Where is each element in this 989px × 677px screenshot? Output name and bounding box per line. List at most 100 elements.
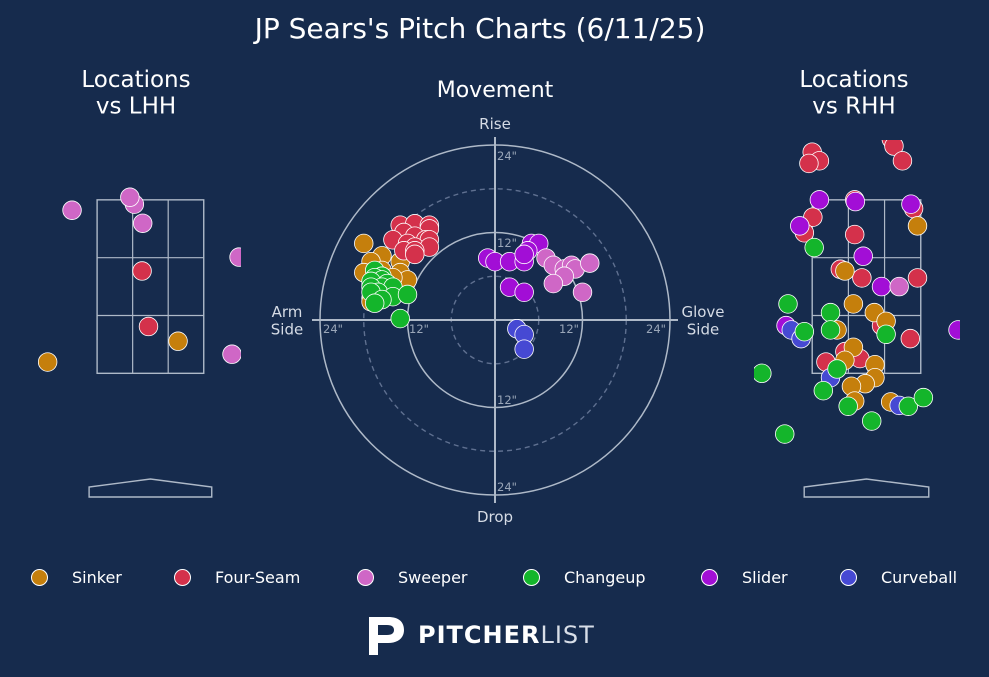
movement-point-four-seam — [405, 244, 425, 265]
movement-point-changeup — [364, 293, 385, 313]
pitcherlist-p-icon — [369, 617, 404, 655]
legend-label-four-seam: Four-Seam — [215, 567, 301, 587]
legend-item-sweeper: Sweeper — [357, 562, 468, 592]
rhh-locations-title: Locations vs RHH — [799, 67, 908, 119]
rhh-locations-point-four-seam — [845, 224, 865, 245]
lhh-locations-title: Locations vs LHH — [81, 67, 190, 119]
rhh-locations-points — [754, 117, 960, 444]
lhh-locations-point-four-seam — [132, 261, 152, 281]
lhh-locations-point-sinker — [168, 331, 188, 351]
movement-ring-label: 24" — [497, 149, 517, 163]
movement-point-curveball — [514, 339, 534, 359]
lhh-locations-point-sweeper — [120, 187, 140, 207]
movement-panel: Movement Rise Drop Arm Side Glove Side 24" 12" 12… — [271, 78, 725, 526]
lhh-locations-point-sweeper — [229, 247, 241, 267]
legend-item-sinker: Sinker — [31, 562, 122, 592]
movement-points — [354, 214, 600, 359]
rhh-locations-point-four-seam — [884, 140, 904, 156]
movement-point-sinker — [354, 233, 374, 254]
legend-label-curveball: Curveball — [881, 567, 958, 587]
brand-text-bold: PITCHER — [418, 621, 541, 649]
lhh-locations-point-sweeper — [222, 344, 241, 364]
legend-marker-four-seam — [174, 568, 191, 586]
legend-item-slider: Slider — [701, 562, 788, 592]
legend-marker-slider — [701, 568, 718, 586]
rhh-locations-point-slider — [809, 190, 830, 210]
lhh-locations-panel: Locations vs LHH — [38, 67, 241, 498]
legend-item-four-seam: Four-Seam — [174, 562, 300, 592]
rhh-locations-point-four-seam — [790, 117, 809, 136]
movement-point-slider — [514, 244, 534, 265]
rhh-locations-point-four-seam — [900, 328, 920, 349]
legend-label-changeup: Changeup — [564, 567, 646, 587]
rhh-locations-point-changeup — [827, 359, 847, 379]
lhh-locations-point-sweeper — [133, 213, 153, 233]
rhh-locations-home-plate — [803, 478, 930, 498]
rhh-locations-point-changeup — [754, 363, 772, 384]
lhh-locations-point-sinker — [38, 352, 58, 372]
legend-item-changeup: Changeup — [523, 562, 646, 592]
movement-point-changeup — [397, 284, 418, 305]
legend-label-sweeper: Sweeper — [398, 567, 468, 587]
pitcherlist-logo: PITCHERLIST — [366, 612, 595, 658]
rhh-locations-point-slider — [790, 216, 810, 236]
lhh-locations-strike-zone — [96, 199, 205, 375]
movement-point-sweeper — [543, 273, 564, 294]
rhh-locations-point-four-seam — [907, 268, 928, 288]
figure-title: JP Sears's Pitch Charts (6/11/25) — [253, 12, 706, 45]
rhh-locations-point-slider — [948, 320, 960, 340]
rhh-locations-point-changeup — [794, 321, 815, 342]
lhh-locations-points — [38, 187, 241, 372]
rhh-locations-point-slider — [845, 191, 866, 212]
legend-marker-curveball — [840, 568, 857, 586]
movement-ring-label: 24" — [323, 322, 343, 336]
rhh-locations-point-changeup — [813, 380, 834, 401]
movement-point-sweeper — [572, 282, 593, 302]
rhh-locations-point-changeup — [778, 294, 798, 314]
legend-marker-sweeper — [357, 568, 374, 586]
rhh-locations-point-changeup — [820, 320, 841, 340]
movement-point-slider — [514, 282, 534, 302]
movement-ring-label: 12" — [497, 236, 517, 250]
rhh-locations-point-slider — [853, 246, 873, 266]
rhh-locations-point-changeup — [804, 237, 824, 258]
rhh-locations-point-slider — [901, 194, 921, 214]
legend: Sinker Four-Seam Sweeper Changeup Slider… — [0, 562, 989, 592]
rhh-locations-point-sinker — [843, 294, 864, 314]
lhh-locations-point-four-seam — [138, 316, 159, 337]
rhh-locations-point-changeup — [913, 387, 934, 408]
movement-ring-label: 24" — [646, 322, 666, 336]
rhh-locations-point-changeup — [898, 396, 919, 416]
rhh-locations-point-changeup — [838, 396, 858, 416]
movement-point-changeup — [390, 308, 410, 329]
rhh-locations-panel: Locations vs RHH — [754, 67, 960, 498]
rhh-locations-point-sweeper — [889, 276, 909, 297]
movement-ring-label: 12" — [497, 393, 517, 407]
rhh-locations-point-slider — [871, 276, 892, 297]
rhh-locations-point-four-seam — [852, 268, 872, 288]
movement-axis-label-bottom: Drop — [477, 508, 513, 526]
rhh-locations-point-four-seam — [799, 153, 819, 174]
movement-axis-label-right: Glove Side — [681, 303, 724, 338]
rhh-locations-point-changeup — [876, 324, 896, 344]
rhh-locations-point-changeup — [775, 424, 795, 444]
movement-point-sweeper — [580, 253, 600, 273]
legend-marker-sinker — [31, 568, 48, 586]
rhh-locations-point-changeup — [820, 302, 841, 323]
rhh-locations-point-sinker — [835, 261, 855, 281]
rhh-locations-point-four-seam — [892, 151, 913, 171]
movement-ring-label: 12" — [559, 322, 579, 336]
rhh-locations-point-changeup — [862, 411, 882, 431]
rhh-locations-point-sinker — [907, 216, 928, 236]
legend-label-slider: Slider — [742, 567, 788, 587]
movement-axis-label-left: Arm Side — [271, 303, 303, 338]
legend-marker-changeup — [523, 568, 540, 586]
movement-ring-label: 24" — [497, 480, 517, 494]
pitcherlist-wordmark: PITCHERLIST — [418, 621, 595, 649]
movement-title: Movement — [437, 78, 554, 103]
legend-item-curveball: Curveball — [840, 562, 957, 592]
legend-label-sinker: Sinker — [72, 567, 122, 587]
lhh-locations-home-plate — [88, 478, 213, 498]
